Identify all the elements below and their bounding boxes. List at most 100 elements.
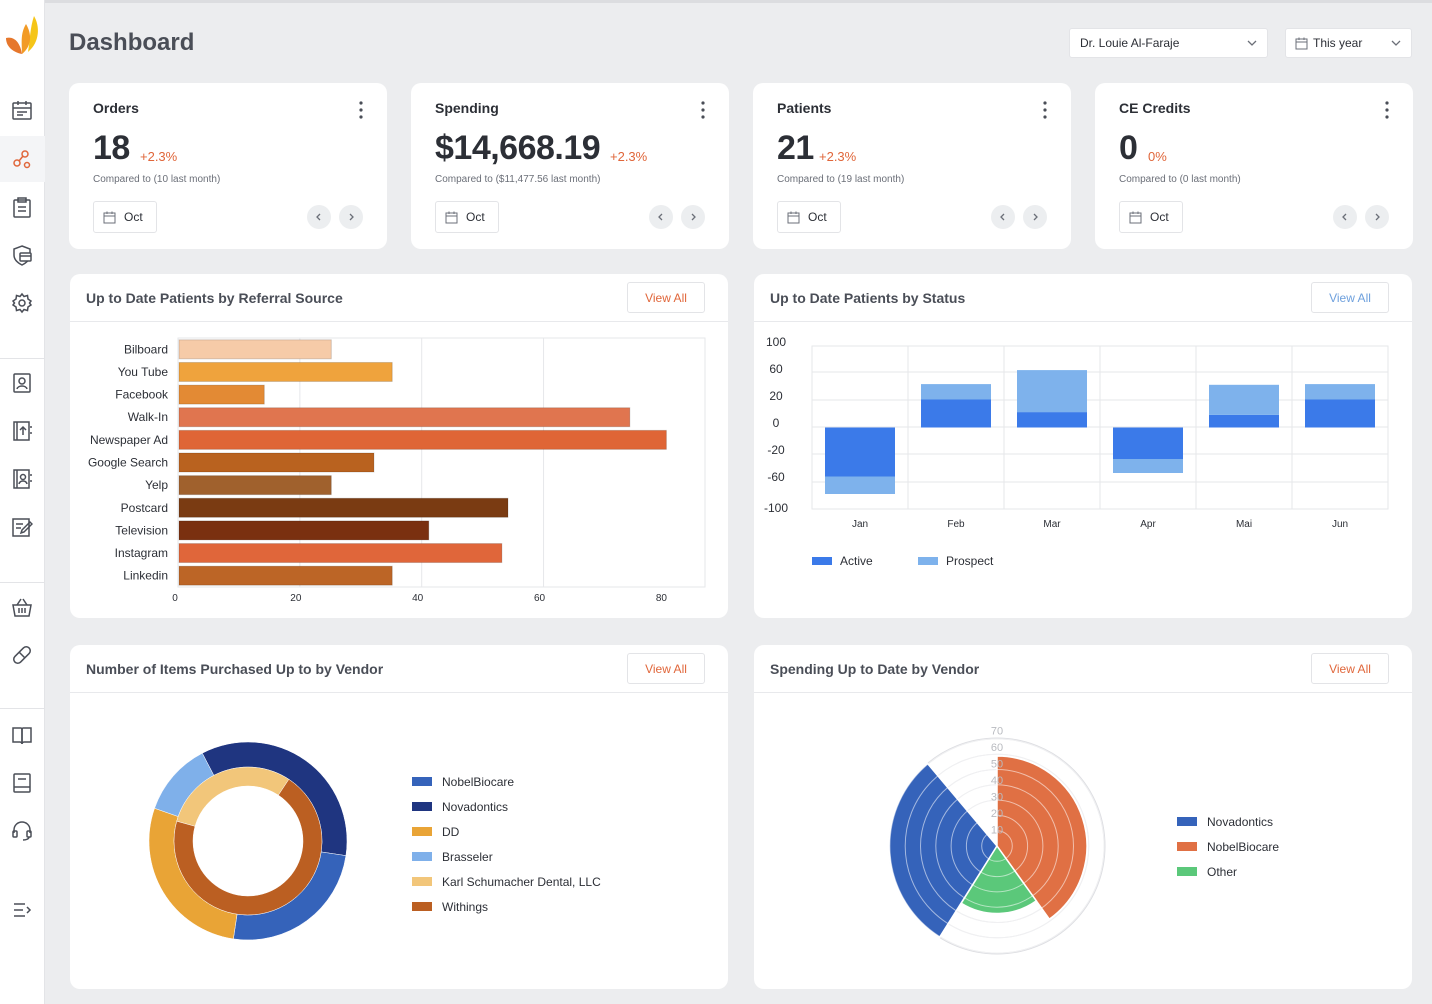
bar-you-tube [178, 361, 393, 382]
page-title: Dashboard [69, 29, 195, 56]
donut-slice-withings [173, 778, 323, 916]
legend-label-novadontics: Novadontics [1207, 815, 1273, 829]
previous-month-button[interactable] [1333, 205, 1357, 229]
previous-month-button[interactable] [649, 205, 673, 229]
view-all-button[interactable]: View All [627, 653, 705, 684]
x-tick-label-jun: Jun [1332, 519, 1348, 530]
radial-grid-circle [935, 784, 1059, 908]
polar-sector-novadontics [888, 762, 998, 939]
x-tick-label-mar: Mar [1043, 519, 1061, 530]
month-picker[interactable]: Oct [777, 201, 841, 233]
previous-month-button[interactable] [307, 205, 331, 229]
month-label: Oct [1150, 210, 1169, 224]
category-label-linkedin: Linkedin [123, 569, 168, 583]
month-picker[interactable]: Oct [1119, 201, 1183, 233]
settings-icon[interactable] [9, 290, 35, 316]
upload-book-icon[interactable] [9, 418, 35, 444]
radial-grid-circle [950, 799, 1044, 893]
calendar-icon [445, 211, 458, 224]
legend-label-other: Other [1207, 865, 1237, 879]
shopping-basket-icon[interactable] [9, 594, 35, 620]
radial-grid-circle [904, 753, 1090, 939]
top-border [45, 0, 1432, 3]
legend-swatch-prospect [918, 557, 938, 565]
address-book-icon[interactable] [9, 466, 35, 492]
month-picker[interactable]: Oct [435, 201, 499, 233]
x-tick-label-jan: Jan [852, 519, 868, 530]
chevron-left-icon [316, 213, 321, 221]
headset-icon[interactable] [9, 818, 35, 844]
legend-swatch-novadontics [412, 802, 432, 811]
kpi-title: CE Credits [1119, 100, 1191, 116]
kpi-delta: +2.3% [140, 149, 178, 164]
x-tick-label: 0 [172, 593, 178, 604]
y-tick-label: -20 [767, 443, 785, 457]
app-logo-icon[interactable] [4, 12, 40, 58]
bar-active-apr [1113, 427, 1183, 459]
radial-tick-label: 10 [991, 824, 1003, 836]
y-tick-label: -60 [767, 470, 785, 484]
category-label-instagram: Instagram [115, 546, 168, 560]
bar-yelp [178, 475, 332, 496]
bar-instagram [178, 543, 503, 564]
legend-label-nobelbiocare: NobelBiocare [442, 775, 514, 789]
panel-title: Up to Date Patients by Status [770, 290, 966, 306]
calendar-icon[interactable] [9, 97, 35, 123]
bar-linkedin [178, 565, 393, 586]
panel-title: Number of Items Purchased Up to by Vendo… [86, 661, 384, 677]
more-vertical-icon[interactable] [1385, 101, 1389, 119]
legend-label-prospect: Prospect [946, 554, 994, 568]
legend-swatch-dd [412, 827, 432, 836]
items-by-vendor-panel: Number of Items Purchased Up to by Vendo… [70, 645, 728, 989]
panel-header [70, 274, 728, 322]
x-tick-label: 40 [412, 593, 424, 604]
month-picker[interactable]: Oct [93, 201, 157, 233]
bar-active-mai [1209, 414, 1279, 428]
next-month-button[interactable] [681, 205, 705, 229]
next-month-button[interactable] [1023, 205, 1047, 229]
period-select[interactable]: This year [1285, 28, 1412, 58]
next-month-button[interactable] [339, 205, 363, 229]
chevron-left-icon [1342, 213, 1347, 221]
pill-icon[interactable] [9, 642, 35, 668]
x-tick-label-apr: Apr [1140, 519, 1156, 530]
clipboard-icon[interactable] [9, 194, 35, 220]
month-label: Oct [124, 210, 143, 224]
notebook-icon[interactable] [9, 770, 35, 796]
next-month-button[interactable] [1365, 205, 1389, 229]
collapse-menu-icon[interactable] [9, 897, 35, 923]
calendar-icon [787, 211, 800, 224]
open-book-icon[interactable] [9, 722, 35, 748]
bar-television [178, 520, 430, 541]
chevron-right-icon [691, 213, 696, 221]
view-all-button[interactable]: View All [627, 282, 705, 313]
view-all-button[interactable]: View All [1311, 653, 1389, 684]
more-vertical-icon[interactable] [701, 101, 705, 119]
contact-card-icon[interactable] [9, 370, 35, 396]
chevron-right-icon [1375, 213, 1380, 221]
month-label: Oct [808, 210, 827, 224]
calendar-icon [1295, 37, 1308, 50]
doctor-select[interactable]: Dr. Louie Al-Faraje [1069, 28, 1268, 58]
shield-card-icon[interactable] [9, 242, 35, 268]
legend-swatch-withings [412, 902, 432, 911]
previous-month-button[interactable] [991, 205, 1015, 229]
legend-label-withings: Withings [442, 900, 488, 914]
view-all-button[interactable]: View All [1311, 282, 1389, 313]
sidebar-active-highlight [0, 136, 45, 182]
edit-document-icon[interactable] [9, 514, 35, 540]
chevron-down-icon [1391, 40, 1401, 46]
panel-header [754, 645, 1412, 693]
kpi-compare-text: Compared to ($11,477.56 last month) [435, 174, 601, 185]
calendar-icon [1129, 211, 1142, 224]
category-label-bilboard: Bilboard [124, 342, 168, 356]
radial-grid-circle [981, 830, 1013, 862]
y-tick-label: 20 [769, 389, 783, 403]
kpi-value: $14,668.19 [435, 129, 601, 167]
referral-network-icon[interactable] [9, 146, 35, 172]
bar-postcard [178, 497, 509, 518]
more-vertical-icon[interactable] [1043, 101, 1047, 119]
x-tick-label-feb: Feb [947, 519, 965, 530]
calendar-icon [103, 211, 116, 224]
more-vertical-icon[interactable] [359, 101, 363, 119]
